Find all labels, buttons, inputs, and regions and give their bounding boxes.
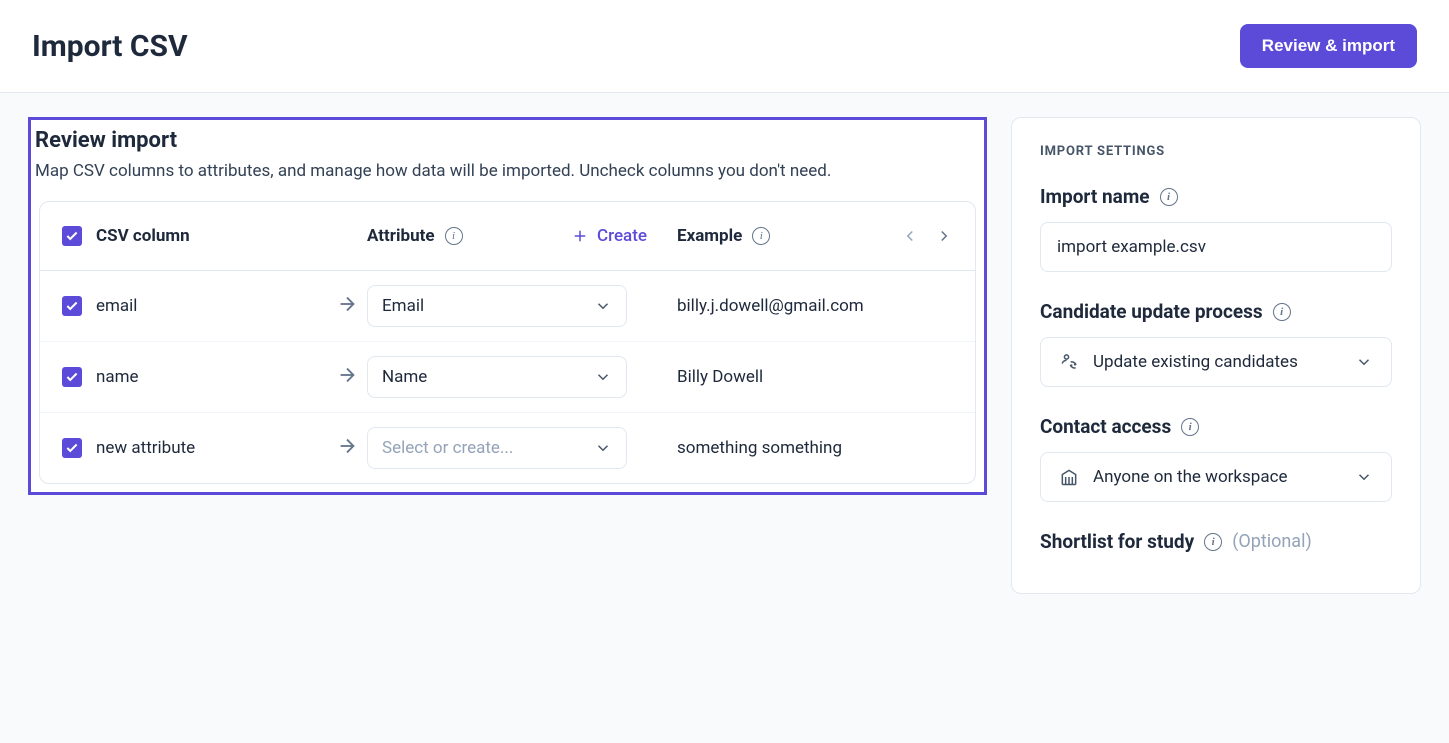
settings-card: IMPORT SETTINGS Import name i Candidate … xyxy=(1011,117,1421,594)
mapping-table: CSV column Attribute i Create Example i xyxy=(39,201,976,484)
import-name-group: Import name i xyxy=(1040,185,1392,272)
chevron-down-icon xyxy=(594,368,612,386)
example-header: Example xyxy=(677,226,742,246)
csv-column-name: name xyxy=(96,367,139,387)
chevron-down-icon xyxy=(594,297,612,315)
attribute-value: Email xyxy=(382,296,424,316)
info-icon[interactable]: i xyxy=(1181,418,1199,436)
mapping-row: name Name Billy Dowell xyxy=(40,342,975,413)
create-label: Create xyxy=(597,226,647,246)
csv-column-name: new attribute xyxy=(96,438,195,458)
csv-column-header: CSV column xyxy=(96,226,190,246)
row-checkbox[interactable] xyxy=(62,367,82,387)
update-process-label: Candidate update process xyxy=(1040,300,1263,323)
example-value: billy.j.dowell@gmail.com xyxy=(677,296,864,316)
chevron-down-icon xyxy=(1355,353,1373,371)
chevron-down-icon xyxy=(1355,468,1373,486)
building-icon xyxy=(1059,467,1079,487)
review-subtitle: Map CSV columns to attributes, and manag… xyxy=(35,159,974,185)
info-icon[interactable]: i xyxy=(752,227,770,245)
example-prev-button[interactable] xyxy=(901,227,919,245)
shortlist-group: Shortlist for study i (Optional) xyxy=(1040,530,1392,553)
attribute-select[interactable]: Select or create... xyxy=(367,427,627,469)
row-checkbox[interactable] xyxy=(62,296,82,316)
arrow-right-icon xyxy=(336,364,358,390)
shortlist-label: Shortlist for study xyxy=(1040,530,1194,553)
review-import-button[interactable]: Review & import xyxy=(1240,24,1417,68)
import-name-label: Import name xyxy=(1040,185,1150,208)
contact-access-group: Contact access i Anyone on the workspace xyxy=(1040,415,1392,502)
info-icon[interactable]: i xyxy=(1160,188,1178,206)
refresh-users-icon xyxy=(1059,352,1079,372)
settings-sidebar: IMPORT SETTINGS Import name i Candidate … xyxy=(1011,117,1421,719)
page-title: Import CSV xyxy=(32,29,188,64)
mapping-row: new attribute Select or create... somethin… xyxy=(40,413,975,483)
attribute-select[interactable]: Name xyxy=(367,356,627,398)
select-all-checkbox[interactable] xyxy=(62,226,82,246)
review-card: Review import Map CSV columns to attribu… xyxy=(28,117,987,495)
plus-icon xyxy=(571,227,589,245)
mapping-row: email Email billy.j.dowell@gmail.com xyxy=(40,271,975,342)
attribute-value: Name xyxy=(382,367,427,387)
attribute-value: Select or create... xyxy=(382,438,513,458)
update-process-group: Candidate update process i Update existi… xyxy=(1040,300,1392,387)
review-title: Review import xyxy=(35,128,974,153)
contact-access-dropdown[interactable]: Anyone on the workspace xyxy=(1040,452,1392,502)
main-panel: Review import Map CSV columns to attribu… xyxy=(28,117,987,719)
optional-label: (Optional) xyxy=(1232,531,1312,552)
example-next-button[interactable] xyxy=(935,227,953,245)
info-icon[interactable]: i xyxy=(1273,303,1291,321)
info-icon[interactable]: i xyxy=(445,227,463,245)
create-attribute-button[interactable]: Create xyxy=(571,226,647,246)
chevron-down-icon xyxy=(594,439,612,457)
arrow-right-icon xyxy=(336,293,358,319)
import-name-input[interactable] xyxy=(1040,222,1392,272)
arrow-right-icon xyxy=(336,435,358,461)
topbar: Import CSV Review & import xyxy=(0,0,1449,93)
row-checkbox[interactable] xyxy=(62,438,82,458)
contact-access-value: Anyone on the workspace xyxy=(1093,467,1341,487)
content: Review import Map CSV columns to attribu… xyxy=(0,93,1449,743)
csv-column-name: email xyxy=(96,296,137,316)
mapping-header-row: CSV column Attribute i Create Example i xyxy=(40,202,975,271)
update-process-dropdown[interactable]: Update existing candidates xyxy=(1040,337,1392,387)
contact-access-label: Contact access xyxy=(1040,415,1171,438)
settings-heading: IMPORT SETTINGS xyxy=(1040,144,1392,159)
info-icon[interactable]: i xyxy=(1204,533,1222,551)
attribute-select[interactable]: Email xyxy=(367,285,627,327)
attribute-header: Attribute xyxy=(367,226,435,246)
example-value: Billy Dowell xyxy=(677,367,763,387)
example-value: something something xyxy=(677,438,842,458)
update-process-value: Update existing candidates xyxy=(1093,352,1341,372)
review-header: Review import Map CSV columns to attribu… xyxy=(31,120,984,201)
